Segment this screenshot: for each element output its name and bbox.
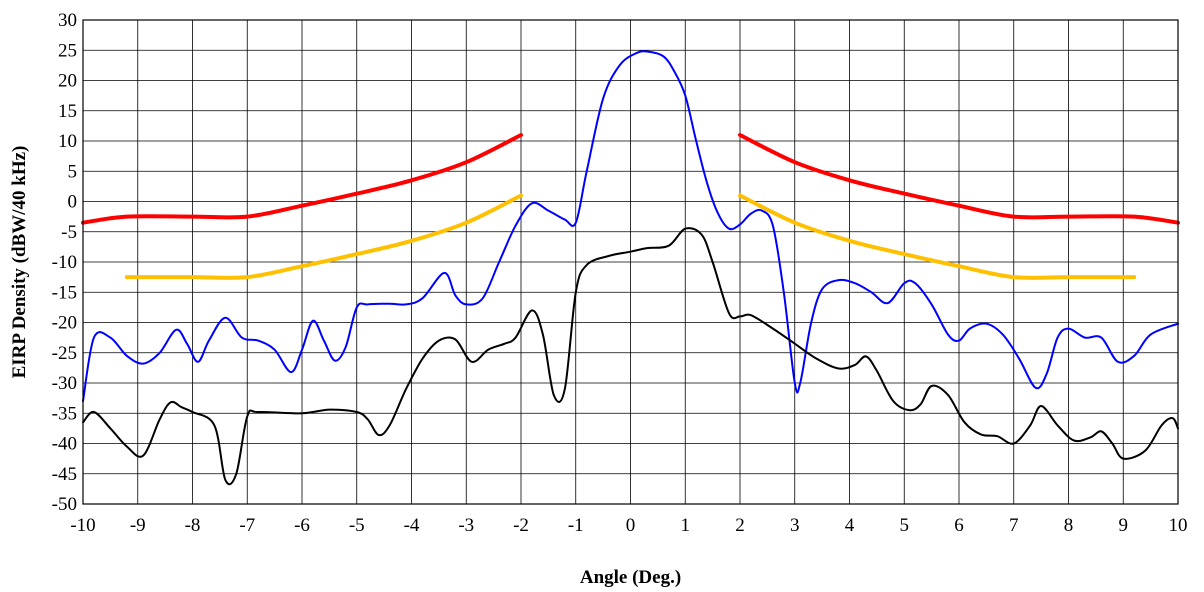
- x-tick-label: -5: [349, 515, 365, 536]
- y-tick-label: -15: [52, 282, 77, 303]
- y-tick-label: 15: [58, 101, 77, 122]
- red-mask-line: [81, 133, 523, 225]
- x-tick-label: 8: [1064, 515, 1074, 536]
- x-tick-label: 5: [900, 515, 910, 536]
- x-tick-label: 10: [1169, 515, 1188, 536]
- x-tick-label: -9: [130, 515, 146, 536]
- x-axis-tick-labels: -10 -9 -8 -7 -6 -5 -4 -3 -2 -1 0 1 2 3 4 5 6 7 8 9 10: [70, 515, 1187, 536]
- y-tick-label: -5: [61, 222, 77, 243]
- x-tick-label: -3: [458, 515, 474, 536]
- grid-lines: [82, 19, 1179, 505]
- y-tick-label: -30: [52, 373, 77, 394]
- series-lines: [81, 50, 1180, 486]
- x-tick-label: -8: [185, 515, 201, 536]
- y-tick-label: 5: [68, 161, 78, 182]
- red-mask-line: [738, 133, 1180, 225]
- blue-series-line: [82, 50, 1179, 403]
- y-tick-label: 25: [58, 40, 77, 61]
- x-tick-label: -6: [294, 515, 310, 536]
- x-tick-label: 4: [845, 515, 855, 536]
- orange-mask-line: [738, 193, 1137, 280]
- black-series-line: [82, 227, 1179, 486]
- x-tick-label: 9: [1119, 515, 1129, 536]
- orange-mask-line: [124, 193, 523, 280]
- x-tick-label: -7: [239, 515, 255, 536]
- y-tick-label: -50: [52, 494, 77, 515]
- x-tick-label: -2: [513, 515, 529, 536]
- x-tick-label: 0: [626, 515, 636, 536]
- x-tick-label: -4: [404, 515, 420, 536]
- y-tick-label: -45: [52, 464, 77, 485]
- y-tick-label: 0: [68, 192, 78, 213]
- y-tick-label: 30: [58, 10, 77, 31]
- x-axis-title: Angle (Deg.): [580, 567, 681, 588]
- y-tick-label: -40: [52, 434, 77, 455]
- y-tick-label: 10: [58, 131, 77, 152]
- y-tick-label: 20: [58, 71, 77, 92]
- x-tick-label: -1: [568, 515, 584, 536]
- x-tick-label: 1: [681, 515, 691, 536]
- x-tick-label: 2: [735, 515, 745, 536]
- x-tick-label: 7: [1009, 515, 1019, 536]
- y-axis-tick-labels: 30 25 20 15 10 5 0 -5 -10 -15 -20 -25 -30 -35 -40 -45 -5…: [52, 10, 77, 515]
- x-tick-label: 3: [790, 515, 800, 536]
- x-tick-label: -10: [70, 515, 95, 536]
- y-tick-label: -20: [52, 313, 77, 334]
- y-tick-label: -10: [52, 252, 77, 273]
- plot-area-frame: [82, 19, 1179, 505]
- y-axis-title: EIRP Density (dBW/40 kHz): [9, 146, 30, 379]
- y-tick-label: -25: [52, 343, 77, 364]
- y-tick-label: -35: [52, 403, 77, 424]
- x-tick-label: 6: [954, 515, 964, 536]
